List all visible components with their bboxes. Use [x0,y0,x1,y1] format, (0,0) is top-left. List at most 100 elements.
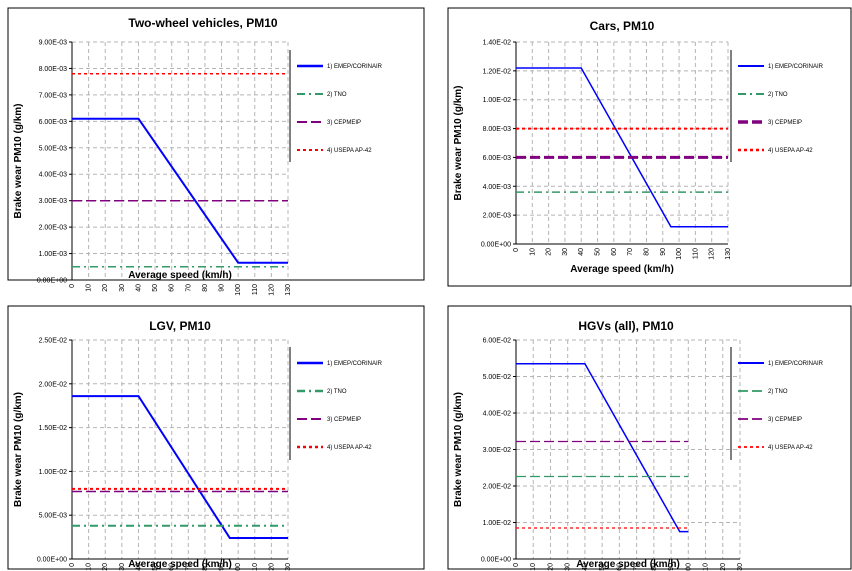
chart-title: HGVs (all), PM10 [578,319,674,333]
x-tick-label: 60 [169,284,176,292]
x-tick-label: 30 [565,563,572,571]
chart-title: LGV, PM10 [149,319,211,333]
x-tick-label: 50 [599,563,606,571]
y-tick-label: 0.00E+00 [481,242,511,249]
y-tick-label: 0.00E+00 [37,557,67,564]
legend-label-3: 3) CEPMEIP [327,120,361,126]
x-tick-label: 0 [513,563,520,567]
x-tick-label: 70 [185,563,192,571]
x-tick-label: 100 [685,563,692,571]
x-tick-label: 90 [668,563,675,571]
y-tick-label: 2.00E-03 [483,213,512,220]
legend-label-4: 4) USEPA AP-42 [327,445,372,451]
x-tick-label: 10 [86,563,93,571]
x-tick-label: 10 [86,284,93,292]
y-tick-label: 2.00E-02 [483,484,512,491]
legend-label-3: 3) CEPMEIP [327,417,361,423]
legend-label-2: 2) TNO [327,389,347,395]
y-axis-title: Brake wear PM10 (g/km) [453,392,464,507]
series-line-1 [516,362,689,533]
y-tick-label: 1.20E-02 [483,68,512,75]
chart-panel-3: LGV, PM10 0 10 20 30 40 50 60 70 80 90 100 110 120 130… [7,305,425,571]
x-tick-label: 80 [651,563,658,571]
y-tick-label: 5.00E-02 [483,374,512,381]
legend-label-3: 3) CEPMEIP [768,417,802,423]
x-tick-label: 0 [69,284,76,288]
x-tick-label: 110 [692,248,699,259]
y-tick-label: 4.00E-03 [483,184,512,191]
y-tick-label: 1.00E-02 [483,97,512,104]
series-line-1 [72,395,288,539]
x-tick-label: 60 [611,248,618,256]
legend-label-2: 2) TNO [768,92,788,98]
x-tick-label: 10 [530,563,537,571]
x-tick-label: 120 [268,284,275,296]
y-tick-label: 6.00E-02 [483,338,512,345]
y-tick-label: 5.00E-03 [39,145,68,152]
chart-panel-2: Cars, PM10 0 10 20 30 40 50 60 70 80 90 100 110 120 13… [447,7,852,287]
y-tick-label: 3.00E-03 [39,198,68,205]
x-tick-label: 100 [235,284,242,296]
y-tick-label: 6.00E-03 [39,119,68,126]
legend-label-1: 1) EMEP/CORINAIR [327,361,383,367]
x-tick-label: 30 [119,563,126,571]
x-tick-label: 90 [660,248,667,256]
x-tick-label: 120 [709,248,716,260]
x-tick-label: 50 [152,563,159,571]
x-tick-label: 10 [529,248,536,256]
y-tick-label: 1.00E-02 [39,469,68,476]
x-axis-title: Average speed (km/h) [576,559,680,570]
chart-title: Cars, PM10 [590,19,655,33]
legend-label-1: 1) EMEP/CORINAIR [768,64,824,70]
chart-border [447,305,852,570]
legend-label-4: 4) USEPA AP-42 [768,445,813,451]
legend-label-3: 3) CEPMEIP [768,120,802,126]
chart-border [7,7,425,281]
y-tick-label: 1.50E-02 [39,425,68,432]
legend-label-1: 1) EMEP/CORINAIR [768,361,824,367]
y-axis-title: Brake wear PM10 (g/km) [13,392,24,507]
x-tick-label: 40 [135,563,142,571]
x-tick-label: 100 [235,563,242,571]
x-tick-label: 80 [643,248,650,256]
x-tick-label: 60 [169,563,176,571]
legend-label-2: 2) TNO [327,92,347,98]
y-tick-label: 8.00E-03 [39,66,68,73]
x-tick-label: 110 [252,563,259,571]
y-axis-title: Brake wear PM10 (g/km) [453,85,464,200]
y-tick-label: 6.00E-03 [483,155,512,162]
x-tick-label: 60 [616,563,623,571]
y-tick-label: 5.00E-03 [39,513,68,520]
legend-label-1: 1) EMEP/CORINAIR [327,64,383,70]
x-tick-label: 120 [720,563,727,571]
x-tick-label: 0 [69,563,76,567]
y-axis-title: Brake wear PM10 (g/km) [13,103,24,218]
y-tick-label: 1.00E-02 [483,520,512,527]
x-tick-label: 20 [546,248,553,256]
x-tick-label: 80 [202,284,209,292]
x-tick-label: 110 [703,563,710,571]
x-tick-label: 130 [737,563,744,571]
x-tick-label: 50 [595,248,602,256]
y-tick-label: 1.40E-02 [483,40,512,47]
x-tick-label: 100 [676,248,683,260]
chart-panel-4: HGVs (all), PM10 0 10 20 30 40 50 60 70 80 90 100 11… [447,305,852,571]
y-tick-label: 4.00E-02 [483,411,512,418]
legend-label-2: 2) TNO [768,389,788,395]
chart-panel-1: Two-wheel vehicles, PM10 0 10 20 30 40 50 60 70 8… [7,7,425,296]
y-tick-label: 1.00E-03 [39,251,68,258]
y-tick-label: 0.00E+00 [37,278,67,285]
y-tick-label: 2.50E-02 [39,338,68,345]
y-tick-label: 0.00E+00 [481,557,511,564]
x-tick-label: 70 [627,248,634,256]
legend-label-4: 4) USEPA AP-42 [768,148,813,154]
x-tick-label: 20 [102,284,109,292]
y-tick-label: 9.00E-03 [39,40,68,47]
legend-label-4: 4) USEPA AP-42 [327,148,372,154]
chart-border [447,7,852,287]
y-tick-label: 4.00E-03 [39,172,68,179]
x-tick-label: 0 [513,248,520,252]
x-tick-label: 40 [135,284,142,292]
chart-border [7,305,425,570]
y-tick-label: 2.00E-03 [39,225,68,232]
